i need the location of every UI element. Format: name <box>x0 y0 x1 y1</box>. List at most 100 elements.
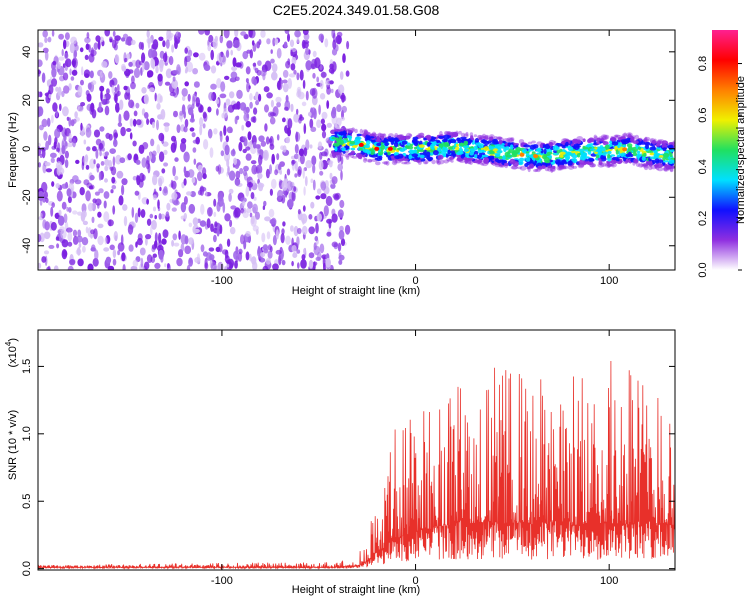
spectrogram-signal-cell <box>367 159 373 163</box>
spectrogram-noise-cell <box>208 91 214 101</box>
spectrogram-noise-cell <box>79 187 85 196</box>
spectrogram-noise-cell <box>289 39 295 48</box>
spectrogram-signal-cell <box>490 156 495 160</box>
spectrogram-noise-cell <box>230 49 233 56</box>
spectrogram-noise-cell <box>252 203 258 214</box>
spectrogram-noise-cell <box>145 237 148 246</box>
spectrogram-noise-cell <box>96 163 100 169</box>
spectrogram-signal-cell <box>465 131 469 137</box>
spectrogram-noise-cell <box>151 43 158 50</box>
spectrogram-noise-cell <box>82 210 87 218</box>
spectrogram-noise-cell <box>249 101 253 109</box>
spectrogram-noise-cell <box>316 213 322 222</box>
spectrogram-noise-cell <box>300 259 307 269</box>
spectrogram-noise-cell <box>141 61 145 72</box>
spectrogram-noise-cell <box>258 135 265 142</box>
spectrogram-noise-cell <box>120 37 126 42</box>
spectrogram-noise-cell <box>127 224 134 235</box>
spectrogram-noise-cell <box>322 256 326 268</box>
spectrogram-signal-cell <box>331 153 339 157</box>
spectrogram-signal-cell <box>483 135 489 140</box>
spectrogram-signal-cell <box>509 144 514 150</box>
spectrogram-noise-cell <box>83 139 87 145</box>
spectrogram-noise-cell <box>304 176 308 187</box>
spectrogram-signal-cell <box>528 163 535 169</box>
spectrogram-noise-cell <box>62 250 68 257</box>
spectrogram-signal-cell <box>620 152 627 156</box>
spectrogram-noise-cell <box>308 226 316 235</box>
spectrogram-signal-cell <box>621 141 627 145</box>
spectrogram-noise-cell <box>117 122 123 127</box>
spectrogram-noise-cell <box>312 179 316 191</box>
spectrogram-noise-cell <box>72 229 78 237</box>
spectrogram-noise-cell <box>165 68 173 79</box>
spectrogram-noise-cell <box>105 256 112 264</box>
spectrogram-noise-cell <box>184 81 189 87</box>
spectrogram-noise-cell <box>314 235 319 242</box>
spectrogram-signal-cell <box>544 159 551 164</box>
spectrogram-noise-cell <box>216 228 220 237</box>
spectrogram-noise-cell <box>67 196 72 204</box>
spectrogram-noise-cell <box>271 178 277 189</box>
spectrogram-noise-cell <box>207 207 213 217</box>
spectrogram-noise-cell <box>75 159 80 164</box>
spectrogram-noise-cell <box>222 108 228 118</box>
spectrogram-noise-cell <box>161 168 166 174</box>
spectrogram-noise-cell <box>245 78 249 83</box>
spectrogram-noise-cell <box>184 118 189 128</box>
spectrogram-signal-cell <box>671 141 675 146</box>
spectrogram-noise-cell <box>321 111 328 120</box>
spectrogram-noise-cell <box>275 249 282 255</box>
spectrogram-noise-cell <box>319 243 325 254</box>
spectrogram-signal-cell <box>525 151 530 154</box>
spectrogram-noise-cell <box>213 128 218 135</box>
spectrogram-noise-cell <box>152 121 155 129</box>
spectrogram-signal-cell <box>643 152 647 157</box>
spectrogram-noise-cell <box>50 206 54 217</box>
spectrogram-noise-cell <box>260 69 267 77</box>
spectrogram-noise-cell <box>232 57 237 67</box>
spectrogram-signal-cell <box>378 133 384 137</box>
spectrogram-noise-cell <box>154 92 157 102</box>
spectrogram-noise-cell <box>319 79 324 90</box>
spectrogram-noise-cell <box>107 265 115 270</box>
spectrogram-noise-cell <box>270 58 275 64</box>
spectrogram-noise-cell <box>87 82 92 90</box>
spectrogram-noise-cell <box>64 52 69 59</box>
spectrogram-noise-cell <box>342 53 346 64</box>
spectrogram-noise-cell <box>242 200 246 206</box>
spectrogram-noise-cell <box>308 112 312 117</box>
spectrogram-noise-cell <box>116 84 120 93</box>
spectrogram-noise-cell <box>210 49 214 61</box>
spectrogram-noise-cell <box>44 51 49 61</box>
spectrogram-noise-cell <box>251 164 258 175</box>
spectrogram-noise-cell <box>305 90 309 101</box>
spectrogram-noise-cell <box>339 225 344 232</box>
spectrogram-noise-cell <box>95 198 102 206</box>
spectrogram-noise-cell <box>154 215 157 220</box>
spectrogram-noise-cell <box>330 88 334 94</box>
spectrogram-noise-cell <box>238 141 243 152</box>
spectrogram-noise-cell <box>239 102 247 111</box>
spectrogram-noise-cell <box>84 54 89 61</box>
spectrogram-noise-cell <box>141 87 147 94</box>
spectrogram-noise-cell <box>258 93 262 102</box>
spectrogram-signal-cell <box>449 150 456 154</box>
spectrogram-noise-cell <box>117 242 125 252</box>
spectrogram-noise-cell <box>51 30 55 37</box>
spectrogram-noise-cell <box>189 127 195 132</box>
spectrogram-signal-cell <box>331 150 335 154</box>
spectrogram-signal-cell <box>379 133 385 137</box>
spectrogram-noise-cell <box>130 39 136 46</box>
spectrogram-signal-cell <box>378 155 383 160</box>
spectrogram-noise-cell <box>270 99 274 108</box>
spectrogram-noise-cell <box>254 211 260 220</box>
spectrogram-signal-cell <box>385 139 389 143</box>
spectrogram-noise-cell <box>180 202 187 213</box>
spectrogram-noise-cell <box>119 99 124 111</box>
spectrogram-noise-cell <box>61 49 64 57</box>
spectrogram-noise-cell <box>56 164 61 176</box>
spectrogram-noise-cell <box>249 49 253 59</box>
spectrogram-noise-cell <box>176 257 183 267</box>
spectrogram-signal-cell <box>403 158 409 162</box>
